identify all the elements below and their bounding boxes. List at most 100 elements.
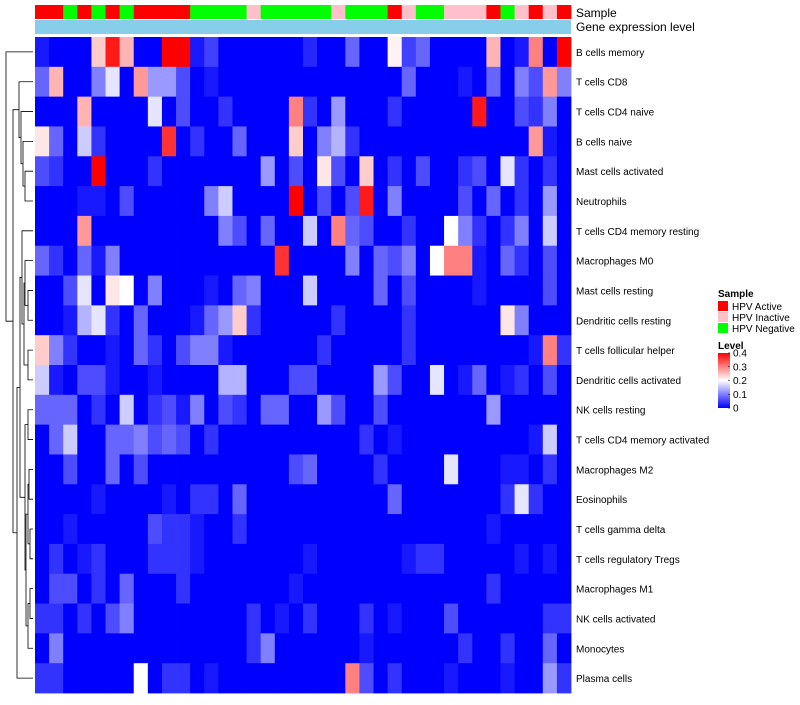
heatmap-cell <box>345 603 360 634</box>
heatmap-cell <box>176 245 191 276</box>
heatmap-cell <box>429 543 445 575</box>
heatmap-cell <box>458 156 473 187</box>
heatmap-cell <box>500 245 515 276</box>
heatmap-cell <box>204 365 219 396</box>
heatmap-cell <box>472 454 487 485</box>
heatmap-cell <box>161 394 177 426</box>
heatmap-cell <box>77 215 92 247</box>
heatmap-cell <box>415 156 431 187</box>
heatmap-cell <box>232 215 247 247</box>
dendrogram-branch <box>27 409 33 440</box>
heatmap-cell <box>556 126 572 157</box>
heatmap-cell <box>500 573 515 604</box>
heatmap-cell <box>415 215 431 247</box>
heatmap-cell <box>232 663 247 694</box>
heatmap-cell <box>387 573 403 604</box>
heatmap-cell <box>232 394 247 426</box>
heatmap-cell <box>49 37 64 68</box>
heatmap-cell <box>105 514 121 545</box>
heatmap-cell <box>35 186 50 217</box>
row-label: Macrophages M0 <box>576 257 654 268</box>
heatmap-cell <box>274 573 290 604</box>
heatmap-cell <box>514 484 530 515</box>
heatmap-cell <box>415 633 431 664</box>
heatmap-cell <box>218 573 233 604</box>
heatmap-cell <box>204 394 219 426</box>
heatmap-cell <box>218 424 233 455</box>
heatmap-cell <box>190 335 205 366</box>
heatmap-cell <box>246 335 262 366</box>
heatmap-cell <box>401 454 417 485</box>
heatmap-cell <box>274 215 290 247</box>
heatmap-cell <box>472 365 487 396</box>
heatmap-cell <box>218 603 233 634</box>
heatmap-cell <box>444 663 459 694</box>
heatmap-cell <box>486 305 501 336</box>
heatmap-cell <box>528 186 544 217</box>
heatmap-cell <box>331 633 346 664</box>
heatmap-cell <box>274 156 290 187</box>
heatmap-cell <box>472 603 487 634</box>
heatmap-cell <box>458 186 473 217</box>
heatmap-cell <box>35 603 50 634</box>
heatmap-cell <box>260 543 276 575</box>
heatmap-cell <box>260 96 276 127</box>
heatmap-cell <box>429 633 445 664</box>
heatmap-cell <box>91 126 106 157</box>
heatmap-cell <box>486 245 501 276</box>
heatmap-cell <box>472 96 487 127</box>
heatmap-cell <box>401 663 417 694</box>
heatmap-cell <box>49 633 64 664</box>
heatmap-cell <box>303 573 318 604</box>
heatmap-cell <box>514 275 530 306</box>
heatmap-cell <box>161 126 177 157</box>
heatmap-cell <box>232 573 247 604</box>
heatmap-cell <box>458 66 473 98</box>
heatmap-cell <box>232 186 247 217</box>
heatmap-cell <box>429 603 445 634</box>
heatmap-cell <box>331 156 346 187</box>
heatmap-cell <box>105 126 121 157</box>
heatmap-cell <box>514 335 530 366</box>
heatmap-cell <box>176 663 191 694</box>
heatmap-cell <box>486 514 501 545</box>
legend-swatch <box>718 323 728 333</box>
heatmap-cell <box>542 573 558 604</box>
heatmap-cell <box>458 514 473 545</box>
heatmap-cell <box>63 96 78 127</box>
heatmap-cell <box>260 484 276 515</box>
heatmap-cell <box>105 156 121 187</box>
heatmap-cell <box>161 514 177 545</box>
heatmap-cell <box>359 365 374 396</box>
sample-annotation-cell <box>232 5 247 19</box>
heatmap-cell <box>458 394 473 426</box>
heatmap-cell <box>176 603 191 634</box>
heatmap-cell <box>542 484 558 515</box>
row-label: T cells CD8 <box>576 78 628 89</box>
heatmap-cell <box>218 66 233 98</box>
heatmap-cell <box>303 305 318 336</box>
heatmap-cell <box>91 633 106 664</box>
heatmap-cell <box>77 126 92 157</box>
heatmap-cell <box>161 245 177 276</box>
heatmap-cell <box>359 543 374 575</box>
heatmap-cell <box>359 156 374 187</box>
heatmap-cell <box>387 275 403 306</box>
heatmap-cell <box>444 245 459 276</box>
heatmap-cell <box>317 365 332 396</box>
heatmap-cell <box>218 633 233 664</box>
heatmap-cell <box>147 66 163 98</box>
heatmap-cell <box>486 573 501 604</box>
heatmap-cell <box>345 573 360 604</box>
heatmap-cell <box>556 37 572 68</box>
heatmap-cell <box>472 156 487 187</box>
heatmap-cell <box>133 275 149 306</box>
heatmap-cell <box>345 96 360 127</box>
heatmap-cell <box>288 394 304 426</box>
heatmap-cell <box>218 335 233 366</box>
dendrogram-branch <box>24 424 28 571</box>
heatmap-cell <box>274 37 290 68</box>
heatmap-cell <box>35 335 50 366</box>
heatmap-cell <box>204 96 219 127</box>
